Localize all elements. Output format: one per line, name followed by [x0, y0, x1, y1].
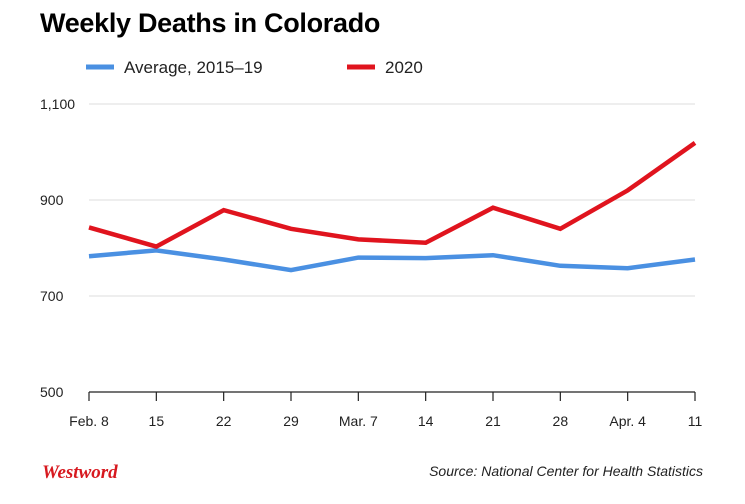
- series-lines: [88, 141, 697, 273]
- chart-title: Weekly Deaths in Colorado: [40, 8, 381, 38]
- gridlines: [89, 103, 695, 297]
- legend-label: Average, 2015–19: [124, 58, 263, 77]
- x-tick-label: 15: [149, 413, 165, 429]
- x-tick-label: 21: [485, 413, 501, 429]
- source-note: Source: National Center for Health Stati…: [429, 463, 703, 479]
- y-tick-label: 500: [40, 384, 64, 400]
- x-tick-label: 22: [216, 413, 232, 429]
- y-axis-tick-labels: 500 700 900 1,100: [40, 96, 75, 400]
- y-tick-label: 1,100: [40, 96, 75, 112]
- x-axis: [88, 391, 696, 401]
- x-tick-label: Apr. 4: [609, 413, 646, 429]
- x-tick-label: 14: [418, 413, 434, 429]
- series-line: [88, 141, 697, 250]
- y-tick-label: 900: [40, 192, 64, 208]
- x-tick-label: Feb. 8: [69, 413, 109, 429]
- x-tick-label: 28: [553, 413, 569, 429]
- y-tick-label: 700: [40, 288, 64, 304]
- legend-label: 2020: [385, 58, 423, 77]
- series-line: [88, 248, 696, 273]
- x-tick-label: 11: [688, 413, 703, 429]
- x-tick-label: 29: [283, 413, 299, 429]
- legend: Average, 2015–19 2020: [86, 58, 423, 77]
- x-axis-tick-labels: Feb. 8 15 22 29 Mar. 7 14 21 28 Apr. 4 11: [69, 413, 702, 429]
- x-tick-label: Mar. 7: [339, 413, 378, 429]
- publisher-logo: Westword: [42, 462, 118, 483]
